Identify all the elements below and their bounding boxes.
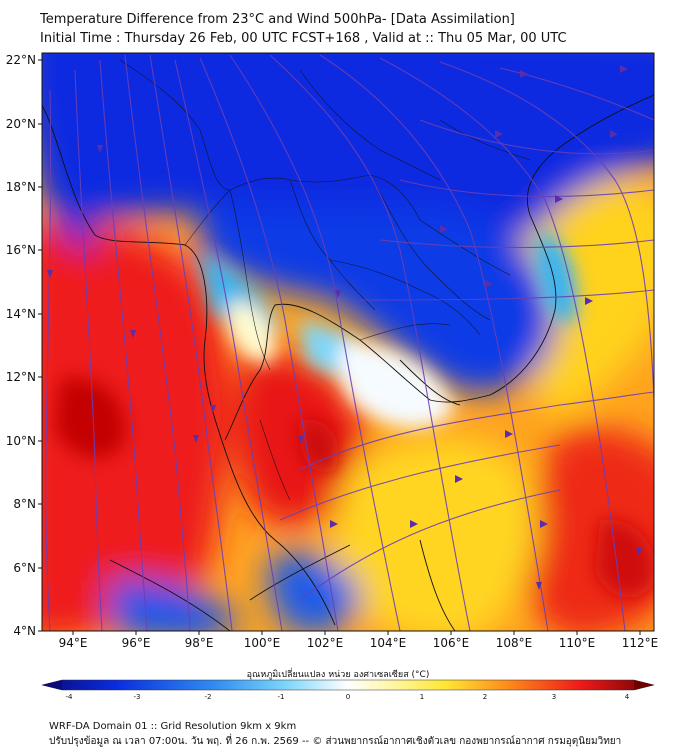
colorbar-tick-label: 2 — [483, 693, 487, 700]
wind-arrowheads — [47, 65, 642, 590]
map-frame-border — [41, 52, 655, 632]
wind-streamlines — [45, 54, 654, 631]
colorbar-max-cap — [634, 680, 654, 690]
colorbar-fill — [41, 679, 655, 691]
country-borders — [119, 59, 531, 501]
lon-tick-label: 112°E — [622, 636, 659, 650]
lat-tick-label: 22°N — [6, 53, 36, 67]
colorbar-tick-label: -2 — [205, 693, 212, 700]
lon-tick-label: 102°E — [307, 636, 344, 650]
coastlines — [42, 94, 654, 631]
lon-tick-label: 94°E — [59, 636, 88, 650]
colorbar: -4 -3 -2 -1 0 1 2 3 4 — [41, 679, 655, 700]
colorbar-tick-label: -1 — [278, 693, 285, 700]
footer: WRF-DA Domain 01 :: Grid Resolution 9km … — [49, 719, 621, 749]
lat-tick-label: 16°N — [6, 243, 36, 257]
lon-tick-label: 98°E — [185, 636, 214, 650]
lat-tick-label: 10°N — [6, 434, 36, 448]
colorbar-ticks: -4 -3 -2 -1 0 1 2 3 4 — [66, 693, 630, 700]
colorbar-tick-label: 1 — [420, 693, 424, 700]
lat-tick-label: 6°N — [13, 561, 36, 575]
lat-tick-label: 12°N — [6, 370, 36, 384]
colorbar-tick-label: -4 — [66, 693, 74, 700]
lon-tick-label: 106°E — [433, 636, 470, 650]
footer-line-2: ปรับปรุงข้อมูล ณ เวลา 07:00น. วัน พฤ. ที… — [49, 736, 622, 747]
lon-tick-label: 104°E — [370, 636, 407, 650]
lon-tick-label: 108°E — [496, 636, 533, 650]
latitude-labels: 22°N 20°N 18°N 16°N 14°N 12°N 10°N 8°N 6… — [6, 53, 36, 638]
colorbar-tick-label: -3 — [134, 693, 141, 700]
lon-tick-label: 96°E — [122, 636, 151, 650]
colorbar-tick-label: 4 — [625, 693, 630, 700]
footer-line-1: WRF-DA Domain 01 :: Grid Resolution 9km … — [49, 721, 297, 732]
map-title: Temperature Difference from 23°C and Win… — [40, 10, 567, 48]
longitude-labels: 94°E 96°E 98°E 100°E 102°E 104°E 106°E 1… — [59, 636, 659, 650]
lon-tick-label: 100°E — [244, 636, 281, 650]
lat-tick-label: 14°N — [6, 307, 36, 321]
title-line-1: Temperature Difference from 23°C and Win… — [40, 12, 515, 27]
title-line-2: Initial Time : Thursday 26 Feb, 00 UTC F… — [40, 31, 567, 46]
lat-tick-label: 8°N — [13, 497, 36, 511]
temperature-field — [42, 53, 654, 631]
axis-ticks — [38, 59, 641, 635]
colorbar-tick-label: 0 — [346, 693, 350, 700]
colorbar-title: อุณหภูมิเปลี่ยนแปลง หน่วย องศาเซลเซียส (… — [246, 670, 430, 680]
colorbar-tick-label: 3 — [552, 693, 556, 700]
lon-tick-label: 110°E — [559, 636, 596, 650]
lat-tick-label: 20°N — [6, 117, 36, 131]
lat-tick-label: 4°N — [13, 624, 36, 638]
map-svg: 22°N 20°N 18°N 16°N 14°N 12°N 10°N 8°N 6… — [6, 52, 659, 700]
colorbar-min-cap — [42, 680, 62, 690]
lat-tick-label: 18°N — [6, 180, 36, 194]
